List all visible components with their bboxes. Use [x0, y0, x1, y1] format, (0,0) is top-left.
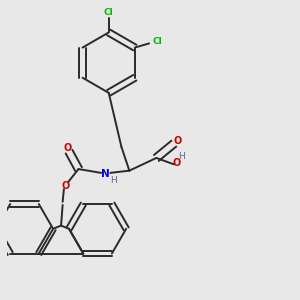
Text: O: O [64, 143, 72, 153]
Text: O: O [61, 181, 69, 190]
Text: H: H [110, 176, 117, 185]
Text: Cl: Cl [104, 8, 114, 17]
Text: O: O [173, 158, 181, 168]
Text: H: H [178, 152, 185, 161]
Text: Cl: Cl [153, 37, 163, 46]
Text: O: O [173, 136, 182, 146]
Text: N: N [101, 169, 110, 179]
